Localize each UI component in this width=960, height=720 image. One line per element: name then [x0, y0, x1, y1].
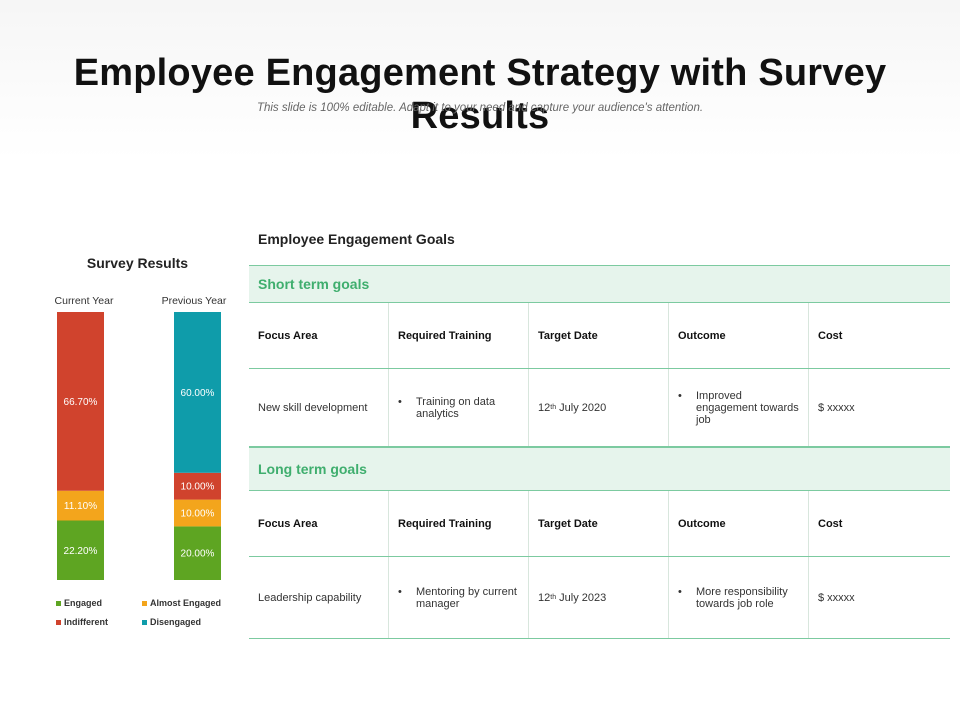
cell-focus-area: New skill development	[249, 369, 389, 446]
header-outcome: Outcome	[669, 491, 809, 556]
goals-heading: Employee Engagement Goals	[258, 231, 455, 247]
bar-previous-year-indifferent	[174, 472, 221, 500]
legend-swatch-engaged	[56, 600, 61, 606]
header-target-date: Target Date	[529, 303, 669, 368]
table-row: Leadership capability • Mentoring by curr…	[249, 557, 950, 639]
header-target-date: Target Date	[529, 491, 669, 556]
category-label-current-year: Current Year	[54, 295, 114, 307]
goals-table: Short term goals Focus Area Required Tra…	[249, 265, 950, 639]
bullet-glyph: •	[398, 585, 402, 598]
legend-label-engaged: Engaged	[64, 598, 103, 608]
section-label-short-term: Short term goals	[258, 276, 370, 292]
bar-previous-year-engaged	[174, 526, 221, 580]
date-rest: July 2020	[556, 401, 607, 414]
legend-swatch-disengaged	[142, 619, 147, 625]
bar-current-year-indifferent	[57, 312, 104, 491]
category-label-previous-year: Previous Year	[161, 295, 227, 307]
header-required-training: Required Training	[389, 303, 529, 368]
date-rest: July 2023	[556, 591, 607, 604]
legend-item-disengaged: Disengaged	[142, 617, 201, 627]
legend-item-engaged: Engaged	[56, 598, 102, 608]
data-label-previous-year-indifferent: 10.00%	[181, 482, 215, 493]
date-day: 12	[538, 591, 551, 604]
data-label-previous-year-engaged: 20.00%	[181, 549, 215, 560]
legend-item-almost-engaged: Almost Engaged	[142, 598, 221, 608]
header-cost: Cost	[818, 329, 843, 342]
cell-cost: $ xxxxx	[818, 401, 855, 414]
bar-previous-year-almost-engaged	[174, 499, 221, 527]
background-swoosh	[0, 0, 960, 160]
date-suffix: th	[550, 404, 557, 411]
bar-current-year-engaged	[57, 520, 104, 580]
data-label-previous-year-disengaged: 60.00%	[181, 388, 215, 399]
bullet-glyph: •	[398, 395, 402, 408]
bar-previous-year-disengaged	[174, 312, 221, 473]
table-header-row: Focus Area Required Training Target Date…	[249, 303, 950, 369]
bar-current-year-almost-engaged	[57, 490, 104, 521]
legend-label-disengaged: Disengaged	[150, 617, 202, 627]
date-suffix: th	[550, 594, 557, 601]
cell-outcome: • Improved engagement towards job	[669, 369, 809, 446]
page-title: Employee Engagement Strategy with Survey…	[73, 52, 887, 137]
data-label-current-year-engaged: 22.20%	[64, 546, 98, 557]
table-header-row: Focus Area Required Training Target Date…	[249, 491, 950, 557]
data-label-previous-year-almost-engaged: 10.00%	[181, 509, 215, 520]
cell-focus-area: Leadership capability	[249, 557, 389, 638]
data-label-current-year-almost-engaged: 11.10%	[64, 501, 97, 512]
header-outcome: Outcome	[669, 303, 809, 368]
table-row: New skill development • Training on data …	[249, 369, 950, 447]
date-day: 12	[538, 401, 551, 414]
section-short-term: Short term goals	[249, 265, 950, 303]
section-long-term: Long term goals	[249, 447, 950, 491]
legend-item-indifferent: Indifferent	[56, 617, 108, 627]
chart-title: Survey Results	[86, 255, 189, 271]
header-cost: Cost	[818, 517, 843, 530]
bullet-glyph: •	[678, 585, 682, 598]
page-subtitle: This slide is 100% editable. Adapt it to…	[256, 102, 704, 114]
legend-label-indifferent: Indifferent	[64, 617, 108, 627]
training-text: Mentoring by current manager	[416, 585, 517, 610]
cell-cost: $ xxxxx	[818, 591, 855, 604]
legend-swatch-almost-engaged	[142, 600, 147, 606]
section-label-long-term: Long term goals	[258, 461, 367, 477]
outcome-text: Improved engagement towards job	[696, 389, 799, 426]
bullet-glyph: •	[678, 389, 682, 402]
legend-swatch-indifferent	[56, 619, 61, 625]
cell-required-training: • Training on data analytics	[389, 369, 529, 446]
training-text: Training on data analytics	[416, 395, 496, 420]
header-required-training: Required Training	[389, 491, 529, 556]
header-focus-area: Focus Area	[249, 303, 389, 368]
data-label-current-year-indifferent: 66.70%	[64, 397, 98, 408]
cell-outcome: • More responsibility towards job role	[669, 557, 809, 638]
stacked-bar-chart: 22.20% 11.10% 66.70% 20.00% 10.00% 10.00% 60.0…	[57, 312, 221, 580]
header-focus-area: Focus Area	[249, 491, 389, 556]
outcome-text: More responsibility towards job role	[696, 585, 788, 610]
cell-required-training: • Mentoring by current manager	[389, 557, 529, 638]
legend-label-almost-engaged: Almost Engaged	[150, 598, 222, 608]
